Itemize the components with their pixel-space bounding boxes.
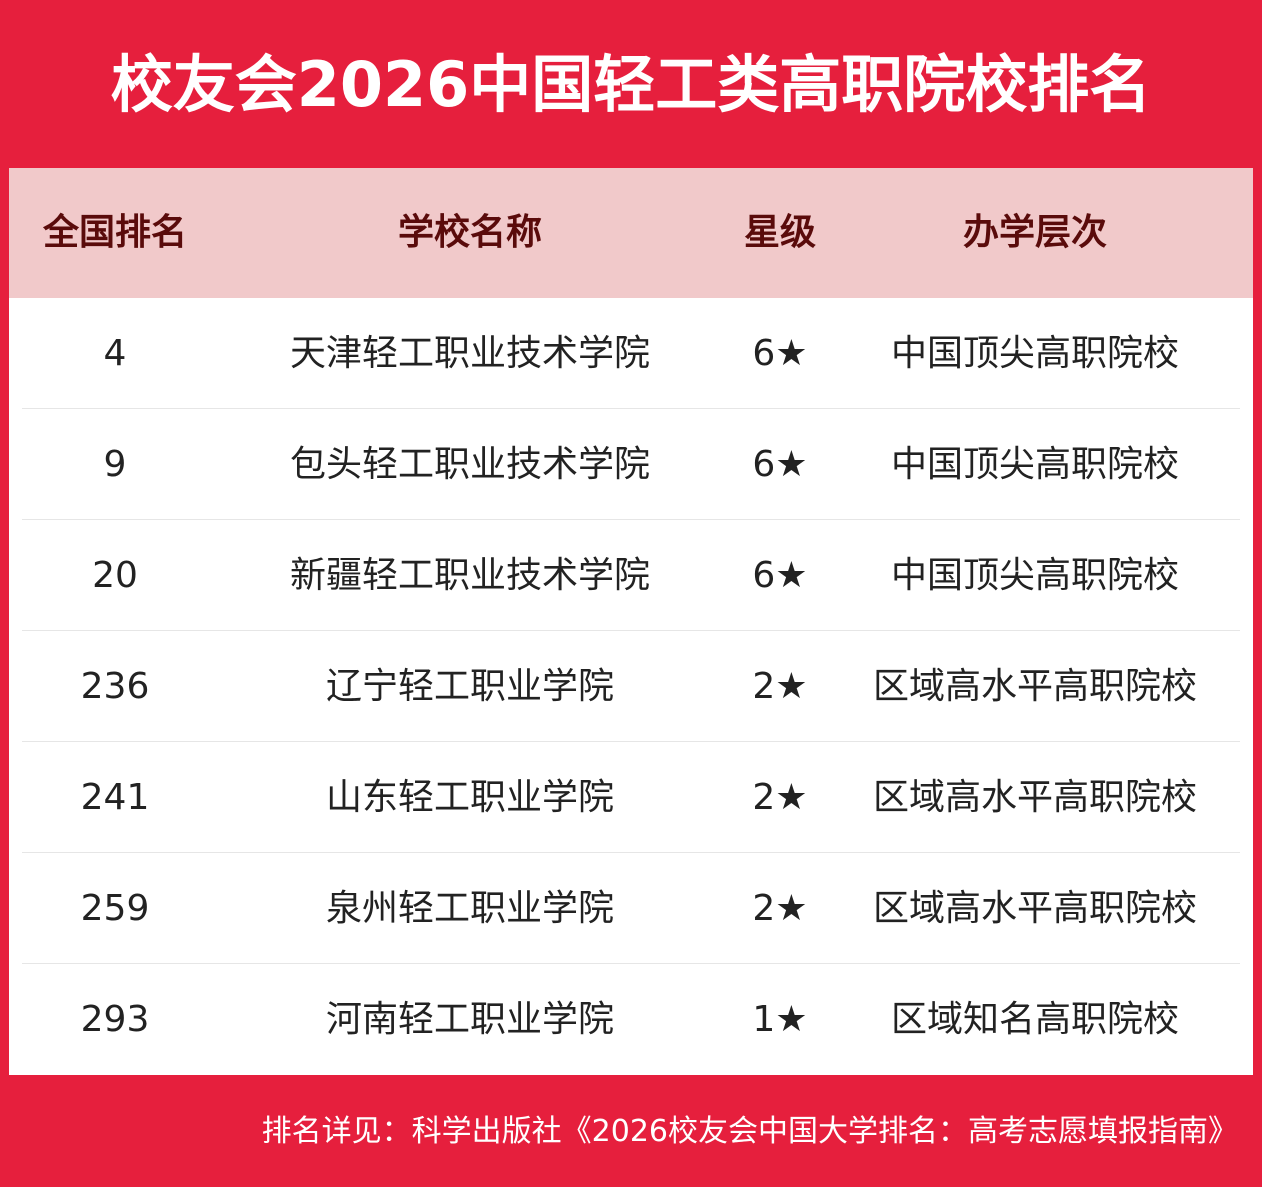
table-cell: 6★ <box>752 333 808 374</box>
row-separator <box>22 519 1240 520</box>
table-cell: 9 <box>103 444 127 485</box>
table-header: 全国排名 学校名称 星级 办学层次 <box>9 168 1253 298</box>
table-cell: 泉州轻工职业学院 <box>325 888 615 929</box>
row-separator <box>22 741 1240 742</box>
table-row: 20 新疆轻工职业技术学院 6★ 中国顶尖高职院校 <box>9 520 1253 631</box>
column-header: 办学层次 <box>962 212 1108 253</box>
table-row: 259 泉州轻工职业学院 2★ 区域高水平高职院校 <box>9 853 1253 964</box>
column-header: 学校名称 <box>397 212 543 253</box>
row-separator <box>22 408 1240 409</box>
table-cell: 中国顶尖高职院校 <box>890 333 1180 374</box>
table-cell: 区域高水平高职院校 <box>872 777 1198 818</box>
table-cell: 236 <box>80 666 150 707</box>
row-separator <box>22 963 1240 964</box>
table-row: 4 天津轻工职业技术学院 6★ 中国顶尖高职院校 <box>9 298 1253 409</box>
table: 全国排名 学校名称 星级 办学层次 4 天津轻工职业技术学院 6★ 中国顶尖高职院校 9 包头轻… <box>9 168 1253 1075</box>
title: 校友会2026中国轻工类高职院校排名 <box>110 48 1152 121</box>
table-cell: 中国顶尖高职院校 <box>890 444 1180 485</box>
table-cell: 1★ <box>752 999 808 1040</box>
column-header: 全国排名 <box>42 212 188 253</box>
table-row: 293 河南轻工职业学院 1★ 区域知名高职院校 <box>9 964 1253 1075</box>
table-cell: 6★ <box>752 555 808 596</box>
table-cell: 天津轻工职业技术学院 <box>289 333 651 374</box>
table-cell: 新疆轻工职业技术学院 <box>289 555 651 596</box>
table-row: 241 山东轻工职业学院 2★ 区域高水平高职院校 <box>9 742 1253 853</box>
table-cell: 区域知名高职院校 <box>890 999 1180 1040</box>
column-header: 星级 <box>743 212 817 253</box>
table-cell: 2★ <box>752 777 808 818</box>
table-cell: 2★ <box>752 666 808 707</box>
row-separator <box>22 630 1240 631</box>
footer-note: 排名详见：科学出版社《2026校友会中国大学排名：高考志愿填报指南》 <box>261 1114 1238 1149</box>
table-cell: 2★ <box>752 888 808 929</box>
row-separator <box>22 852 1240 853</box>
table-cell: 259 <box>80 888 150 929</box>
table-cell: 区域高水平高职院校 <box>872 888 1198 929</box>
table-cell: 辽宁轻工职业学院 <box>325 666 615 707</box>
table-cell: 河南轻工职业学院 <box>325 999 615 1040</box>
table-cell: 中国顶尖高职院校 <box>890 555 1180 596</box>
table-row: 236 辽宁轻工职业学院 2★ 区域高水平高职院校 <box>9 631 1253 742</box>
table-cell: 包头轻工职业技术学院 <box>289 444 651 485</box>
table-cell: 山东轻工职业学院 <box>325 777 615 818</box>
table-cell: 20 <box>92 555 138 596</box>
table-cell: 4 <box>103 333 127 374</box>
table-cell: 293 <box>80 999 150 1040</box>
table-cell: 区域高水平高职院校 <box>872 666 1198 707</box>
table-row: 9 包头轻工职业技术学院 6★ 中国顶尖高职院校 <box>9 409 1253 520</box>
table-cell: 241 <box>80 777 150 818</box>
table-cell: 6★ <box>752 444 808 485</box>
